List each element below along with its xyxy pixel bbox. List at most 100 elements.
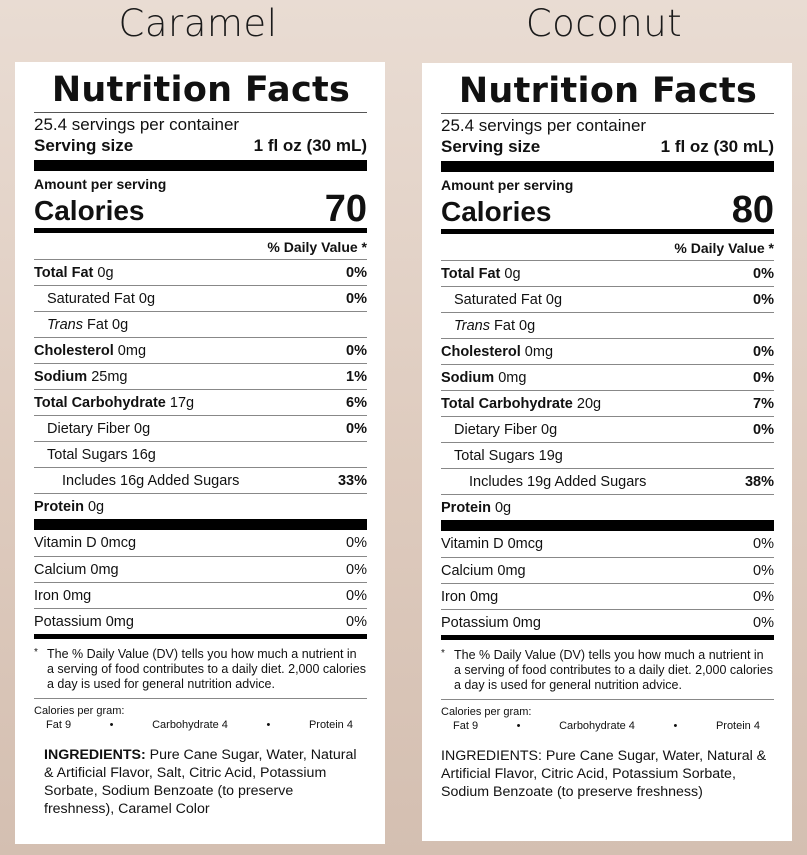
nutrient-amount: 0g xyxy=(545,292,563,308)
vitamin-name: Calcium 0mg xyxy=(441,563,526,579)
ingredients-label: INGREDIENTS: xyxy=(441,748,542,764)
amount-per-serving: Amount per serving xyxy=(441,177,574,193)
footnote-star: * xyxy=(441,648,445,659)
vitamin-row-potassium: Potassium 0mg 0% xyxy=(441,609,774,635)
nutrient-row-cholesterol: Cholesterol 0mg 0% xyxy=(34,337,367,363)
cpg-fat: Fat 9 xyxy=(46,719,72,731)
nutrient-dv: 6% xyxy=(346,395,367,411)
cpg-fat: Fat 9 xyxy=(453,720,479,732)
serving-size-label: Serving size xyxy=(441,137,541,156)
cpg-bullet: • xyxy=(516,720,521,732)
calories-value: 80 xyxy=(731,189,774,231)
cpg-carbohydrate: Carbohydrate 4 xyxy=(152,719,228,731)
calories-per-gram: Calories per gram: Fat 9 • Carbohydrate … xyxy=(441,699,774,733)
vitamin-dv: 0% xyxy=(346,535,367,551)
nutrient-name: Includes 19g Added Sugars xyxy=(469,474,647,490)
cpg-carbohydrate: Carbohydrate 4 xyxy=(559,720,635,732)
nutrient-name: Saturated Fat xyxy=(454,292,542,308)
divider xyxy=(34,112,367,113)
calories-per-gram-values: Fat 9 • Carbohydrate 4 • Protein 4 xyxy=(34,718,367,732)
nutrient-row-trans-fat: Trans Fat 0g xyxy=(34,311,367,337)
vitamin-dv: 0% xyxy=(753,615,774,631)
nutrient-dv: 0% xyxy=(346,421,367,437)
vitamin-row-calcium: Calcium 0mg 0% xyxy=(441,557,774,583)
calories-row: Calories 70 xyxy=(34,188,367,230)
nutrient-row-saturated-fat: Saturated Fat 0g 0% xyxy=(441,286,774,312)
vitamin-dv: 0% xyxy=(346,562,367,578)
nutrition-panel-coconut: Nutrition Facts 25.4 servings per contai… xyxy=(422,63,792,841)
amount-per-serving: Amount per serving xyxy=(34,176,167,192)
vitamin-name: Calcium 0mg xyxy=(34,562,119,578)
daily-value-header: % Daily Value * xyxy=(674,240,774,256)
cpg-protein: Protein 4 xyxy=(308,719,353,731)
vitamin-dv: 0% xyxy=(346,588,367,604)
vitamin-name: Vitamin D 0mcg xyxy=(441,536,544,552)
nutrient-amount: 25mg xyxy=(91,369,128,385)
ingredients-text: Pure Cane Sugar, Water, Natural & Artifi… xyxy=(441,748,767,800)
medium-divider xyxy=(34,634,367,639)
nutrient-name: Sodium xyxy=(441,370,495,386)
nutrition-facts-title: Nutrition Facts xyxy=(458,71,758,111)
nutrient-row-dietary-fiber: Dietary Fiber 0g 0% xyxy=(441,416,774,442)
nutrient-row-trans-fat: Trans Fat 0g xyxy=(441,312,774,338)
nutrient-dv: 0% xyxy=(753,266,774,282)
nutrient-name: Total Carbohydrate xyxy=(34,395,166,411)
vitamin-row-vitamin-d: Vitamin D 0mcg 0% xyxy=(441,531,774,557)
thick-divider xyxy=(34,519,367,530)
vitamin-dv: 0% xyxy=(753,536,774,552)
nutrient-amount: 20g xyxy=(576,396,602,412)
nutrient-dv: 0% xyxy=(753,292,774,308)
nutrient-row-total-sugars: Total Sugars 16g xyxy=(34,441,367,467)
footnote-text: The % Daily Value (DV) tells you how muc… xyxy=(47,647,366,691)
nutrient-row-total-carbohydrate: Total Carbohydrate 17g 6% xyxy=(34,389,367,415)
vitamin-name: Potassium 0mg xyxy=(441,615,541,631)
footnote-text: The % Daily Value (DV) tells you how muc… xyxy=(454,648,773,692)
calories-per-gram: Calories per gram: Fat 9 • Carbohydrate … xyxy=(34,698,367,732)
nutrient-dv: 0% xyxy=(346,343,367,359)
nutrient-amount: 0g xyxy=(494,500,512,516)
nutrient-dv: 0% xyxy=(346,265,367,281)
daily-value-header: % Daily Value * xyxy=(267,239,367,255)
thick-divider xyxy=(441,520,774,531)
vitamin-dv: 0% xyxy=(753,563,774,579)
nutrient-amount: 0g xyxy=(87,499,105,515)
nutrient-dv: 0% xyxy=(753,422,774,438)
vitamin-row-calcium: Calcium 0mg 0% xyxy=(34,556,367,582)
vitamin-name: Potassium 0mg xyxy=(34,614,134,630)
vitamin-dv: 0% xyxy=(753,589,774,605)
daily-value-footnote: * The % Daily Value (DV) tells you how m… xyxy=(441,640,774,699)
nutrient-row-protein: Protein 0g xyxy=(34,493,367,519)
serving-size-value: 1 fl oz (30 mL) xyxy=(660,137,774,156)
nutrient-amount: 0mg xyxy=(498,370,527,386)
nutrient-name: Cholesterol xyxy=(34,343,114,359)
vitamin-name: Vitamin D 0mcg xyxy=(34,535,137,551)
vitamin-name: Iron 0mg xyxy=(441,589,499,605)
nutrient-row-sodium: Sodium 0mg 0% xyxy=(441,364,774,390)
serving-size-row: Serving size 1 fl oz (30 mL) xyxy=(34,135,367,160)
nutrient-amount: 0g xyxy=(541,422,558,438)
nutrient-dv: 0% xyxy=(753,370,774,386)
nutrient-name: Protein xyxy=(441,500,491,516)
nutrient-amount: 0mg xyxy=(117,343,147,359)
calories-label: Calories xyxy=(441,196,552,227)
nutrient-name: Total Sugars xyxy=(47,447,128,463)
thick-divider xyxy=(441,161,774,172)
nutrient-amount: 0g xyxy=(97,265,114,281)
nutrient-name: Saturated Fat xyxy=(47,291,135,307)
nutrient-name: Includes 16g Added Sugars xyxy=(62,473,240,489)
nutrient-row-total-carbohydrate: Total Carbohydrate 20g 7% xyxy=(441,390,774,416)
servings-per-container: 25.4 servings per container xyxy=(441,116,647,135)
nutrient-name: Total Carbohydrate xyxy=(441,396,573,412)
nutrient-row-protein: Protein 0g xyxy=(441,494,774,520)
nutrient-amount: 0mg xyxy=(524,344,554,360)
nutrient-name: Dietary Fiber xyxy=(454,422,537,438)
nutrient-name: Protein xyxy=(34,499,84,515)
calories-per-gram-label: Calories per gram: xyxy=(34,705,125,717)
nutrient-name: Total Fat xyxy=(34,265,94,281)
vitamin-row-vitamin-d: Vitamin D 0mcg 0% xyxy=(34,530,367,556)
cpg-protein: Protein 4 xyxy=(715,720,760,732)
calories-value: 70 xyxy=(324,188,367,230)
product-title-caramel: Caramel xyxy=(118,2,278,45)
serving-size-label: Serving size xyxy=(34,136,134,155)
cpg-bullet: • xyxy=(673,720,678,732)
